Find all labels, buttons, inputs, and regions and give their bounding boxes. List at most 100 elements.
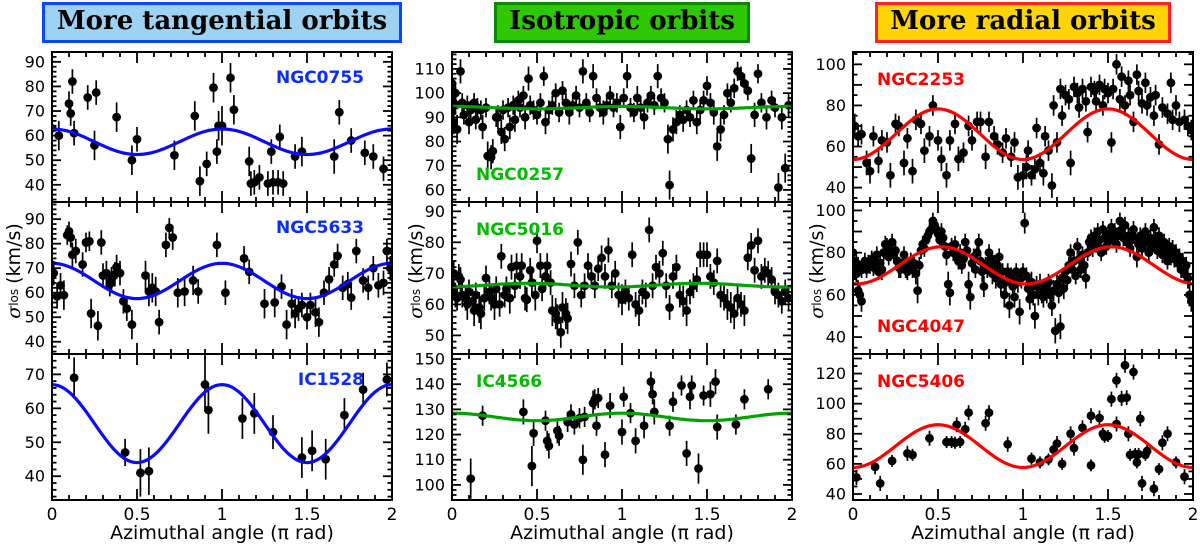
panel-NGC5016 [452, 217, 792, 348]
y-tick-label: 100 [815, 394, 846, 413]
fit-curve-NGC4047 [853, 245, 1193, 286]
sigma-subscript: los [810, 288, 824, 306]
y-axis-units: (km/s) [405, 223, 427, 284]
y-tick-label: 120 [414, 425, 445, 444]
fit-curve-NGC5016 [452, 281, 792, 289]
fit-curve-NGC2253 [853, 107, 1193, 162]
axis-ticks [852, 52, 1194, 202]
x-tick-label: 1 [217, 505, 228, 525]
y-tick-label: 110 [414, 450, 445, 469]
header-tangential-wrap: More tangential orbits [41, 2, 403, 43]
y-tick-label: 70 [25, 365, 45, 384]
y-tick-label: 70 [25, 102, 45, 121]
data-points [853, 357, 1189, 497]
y-tick-label: 150 [414, 350, 445, 369]
galaxy-label-IC4566: IC4566 [476, 372, 542, 392]
y-tick-label: 40 [826, 178, 846, 197]
y-tick-label: 100 [414, 84, 445, 103]
y-tick-label: 120 [815, 364, 846, 383]
column-2-plots: 60708090100110NGC02575060708090NGC501610… [414, 51, 798, 525]
galaxy-label-NGC5633: NGC5633 [276, 218, 364, 238]
fit-curve-NGC5406 [853, 423, 1193, 470]
y-tick-label: 70 [425, 156, 445, 175]
sigma-subscript: los [409, 288, 423, 306]
y-tick-label: 90 [25, 210, 45, 229]
sigma-symbol: σ [405, 305, 427, 319]
panel-NGC4047 [853, 212, 1193, 344]
x-tick-label: 1.5 [293, 505, 320, 525]
panel-NGC0257 [452, 59, 792, 202]
x-tick-label: 2 [387, 505, 398, 525]
y-tick-label: 70 [25, 259, 45, 278]
x-tick-label: 0.5 [523, 505, 550, 525]
fit-curve-IC1528 [52, 382, 392, 465]
y-axis-units: (km/s) [3, 223, 25, 284]
x-tick-label: 0 [848, 505, 859, 525]
y-tick-label: 50 [25, 151, 45, 170]
sigma-subscript: los [7, 288, 21, 306]
y-tick-label: 60 [25, 126, 45, 145]
fit-curve-NGC0755 [52, 127, 392, 157]
y-tick-label: 80 [826, 424, 846, 443]
y-tick-label: 130 [414, 400, 445, 419]
header-radial-wrap: More radial orbits [853, 2, 1193, 43]
y-tick-label: 80 [425, 233, 445, 252]
y-tick-label: 40 [826, 328, 846, 347]
y-tick-label: 90 [425, 108, 445, 127]
fit-curve-NGC5633 [52, 261, 392, 301]
y-tick-label: 40 [25, 467, 45, 486]
x-axis-title-col2: Azimuthal angle (π rad) [510, 522, 734, 544]
data-points [52, 217, 392, 341]
data-points [452, 217, 792, 348]
y-tick-label: 90 [425, 202, 445, 221]
y-tick-label: 110 [414, 59, 445, 78]
y-tick-label: 40 [25, 332, 45, 351]
x-tick-label: 2 [1188, 505, 1199, 525]
axis-ticks [51, 202, 393, 354]
header-isotropic-wrap: Isotropic orbits [452, 2, 792, 43]
y-tick-label: 80 [425, 132, 445, 151]
axis-ticks [451, 353, 793, 501]
y-tick-label: 100 [815, 201, 846, 220]
y-axis-title-col2: σ los (km/s) [403, 181, 429, 361]
y-tick-label: 50 [25, 308, 45, 327]
x-tick-label: 1 [1018, 505, 1029, 525]
data-points [853, 212, 1193, 344]
y-axis-title-col3: σ los (km/s) [804, 181, 830, 361]
galaxy-label-NGC0257: NGC0257 [476, 165, 564, 185]
y-tick-label: 80 [25, 234, 45, 253]
x-tick-label: 1 [617, 505, 628, 525]
y-tick-label: 80 [826, 243, 846, 262]
header-tangential: More tangential orbits [41, 2, 403, 43]
y-tick-label: 80 [826, 96, 846, 115]
y-tick-label: 80 [25, 77, 45, 96]
galaxy-label-NGC4047: NGC4047 [877, 317, 965, 337]
axis-ticks [51, 353, 393, 500]
panel-IC1528 [52, 357, 392, 497]
y-tick-label: 60 [826, 454, 846, 473]
x-axis-title-col3: Azimuthal angle (π rad) [911, 522, 1135, 544]
header-isotropic: Isotropic orbits [494, 2, 750, 43]
y-tick-label: 100 [414, 475, 445, 494]
y-tick-label: 70 [425, 264, 445, 283]
fit-curve-NGC0257 [452, 104, 792, 111]
x-tick-label: 0.5 [924, 505, 951, 525]
axis-ticks [51, 51, 393, 202]
y-tick-label: 140 [414, 375, 445, 394]
y-tick-label: 40 [826, 484, 846, 503]
y-tick-label: 60 [25, 399, 45, 418]
galaxy-label-NGC0755: NGC0755 [276, 68, 364, 88]
galaxy-label-NGC5016: NGC5016 [476, 220, 564, 240]
x-tick-label: 2 [787, 505, 798, 525]
axis-ticks [451, 202, 793, 355]
x-tick-label: 0 [447, 505, 458, 525]
y-tick-label: 60 [425, 295, 445, 314]
galaxy-label-NGC5406: NGC5406 [877, 372, 965, 392]
galaxy-label-NGC2253: NGC2253 [877, 70, 965, 90]
panel-IC4566 [452, 369, 792, 499]
y-axis-title-col1: σ los (km/s) [1, 181, 27, 361]
axis-ticks [852, 354, 1194, 500]
x-tick-label: 1.5 [1094, 505, 1121, 525]
y-tick-label: 100 [815, 55, 846, 74]
